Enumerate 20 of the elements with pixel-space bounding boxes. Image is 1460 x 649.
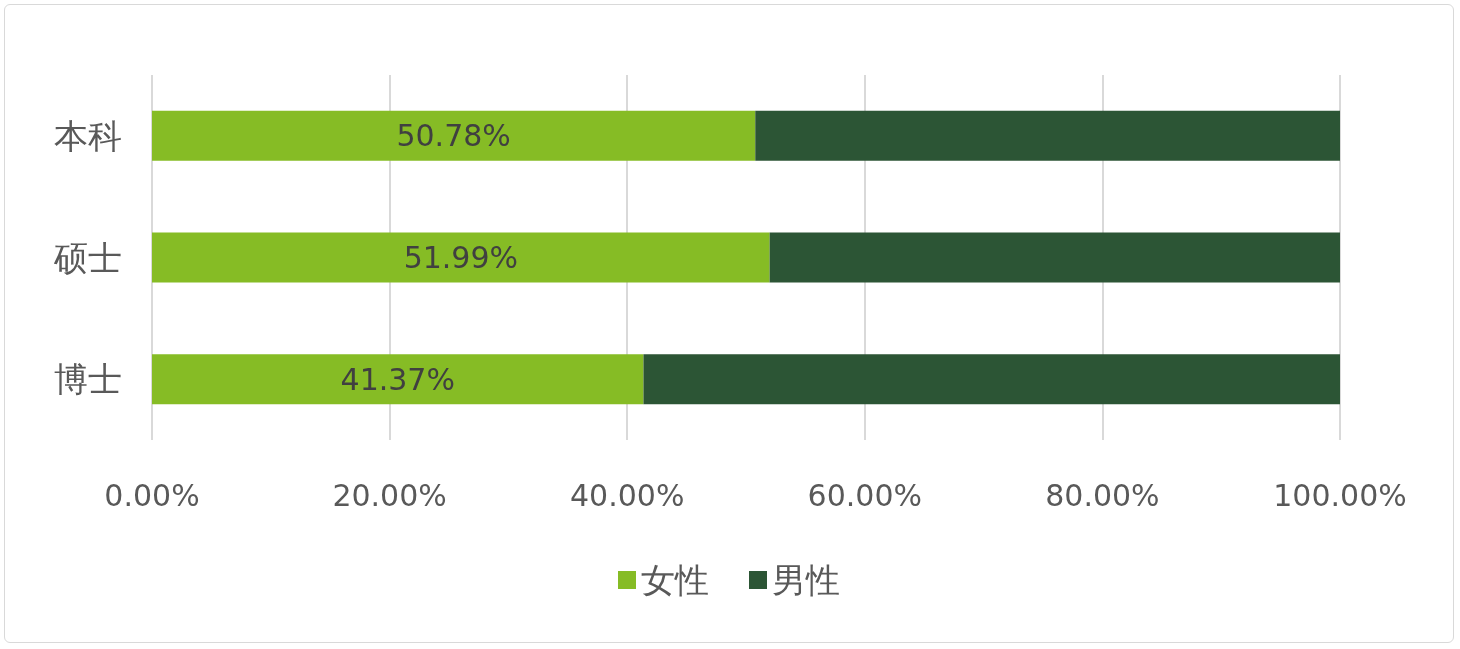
legend-label: 女性 <box>641 560 709 600</box>
x-tick-label: 80.00% <box>1045 477 1160 513</box>
data-label: 41.37% <box>340 361 455 397</box>
data-label: 51.99% <box>403 240 519 275</box>
y-tick-label: 本科 <box>54 115 122 156</box>
bar <box>643 354 1340 405</box>
x-tick-label: 0.00% <box>104 477 200 513</box>
x-tick-label: 60.00% <box>807 477 922 513</box>
legend-label: 男性 <box>772 560 840 600</box>
y-tick-label: 硕士 <box>53 237 122 278</box>
bar <box>152 110 756 161</box>
bar <box>152 232 770 283</box>
x-tick-label: 100.00% <box>1273 477 1407 513</box>
data-label: 50.78% <box>396 118 511 154</box>
bar <box>755 110 1340 161</box>
x-tick-label: 20.00% <box>332 477 447 513</box>
bar <box>769 232 1340 283</box>
x-tick-label: 40.00% <box>570 477 685 513</box>
bar <box>152 354 644 405</box>
y-tick-label: 博士 <box>54 359 122 400</box>
